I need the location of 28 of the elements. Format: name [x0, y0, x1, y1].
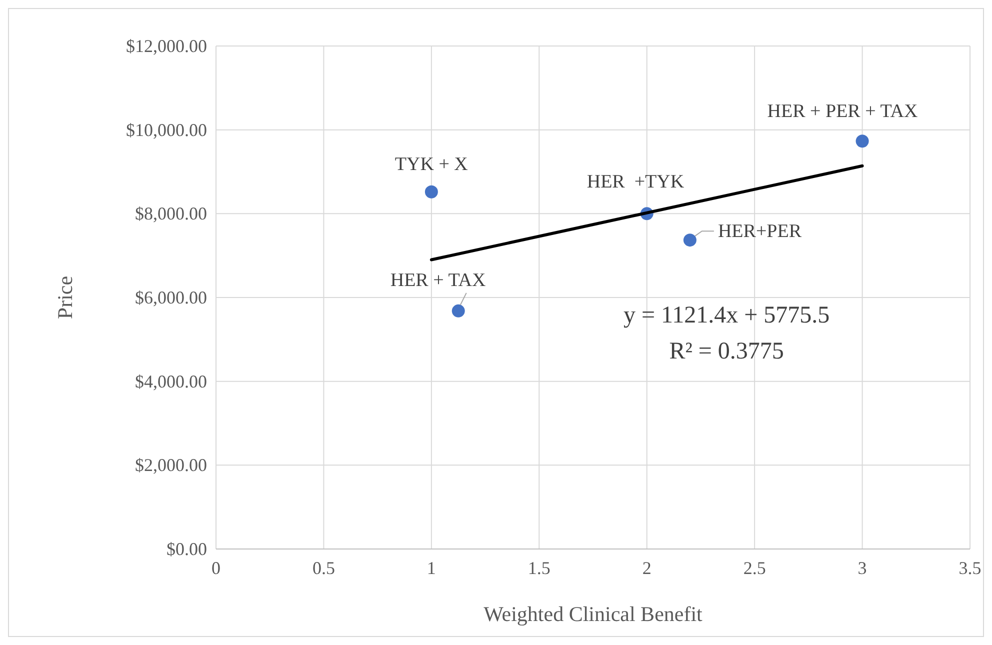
point [856, 134, 869, 148]
y-tick-label: $10,000.00 [126, 120, 207, 140]
annotation: HER +TYK [586, 172, 684, 193]
point [683, 234, 696, 247]
point [424, 185, 438, 198]
y-tick-label: $12,000.00 [126, 36, 207, 56]
annotation: HER + TAX [390, 270, 486, 291]
point [452, 304, 465, 318]
y-tick-label: $6,000.00 [135, 288, 207, 308]
x-tick-label: 0 [212, 558, 220, 578]
y-tick-label: $2,000.00 [135, 455, 207, 476]
annotation: y = 1121.4x + 5775.5 [623, 302, 830, 329]
x-tick-label: 2 [642, 558, 652, 578]
annotation: HER + PER + TAX [767, 101, 918, 122]
y-tick-label: $8,000.00 [135, 204, 207, 224]
x-tick-label: 3 [858, 558, 867, 578]
x-tick-label: 2.5 [743, 558, 766, 578]
y-tick-label: $4,000.00 [135, 371, 207, 392]
x-tick-label: 1.5 [528, 558, 550, 578]
annotation: HER+PER [718, 221, 802, 242]
annotation: R² = 0.3775 [669, 338, 784, 365]
y-axis-title: Price [53, 276, 77, 320]
x-tick-label: 3.5 [958, 558, 982, 578]
x-axis-title: Weighted Clinical Benefit [484, 602, 703, 626]
y-tick-label: $0.00 [166, 539, 207, 559]
annotation: TYK + X [394, 154, 468, 175]
x-tick-label: 1 [426, 558, 436, 578]
x-tick-label: 0.5 [312, 558, 335, 578]
